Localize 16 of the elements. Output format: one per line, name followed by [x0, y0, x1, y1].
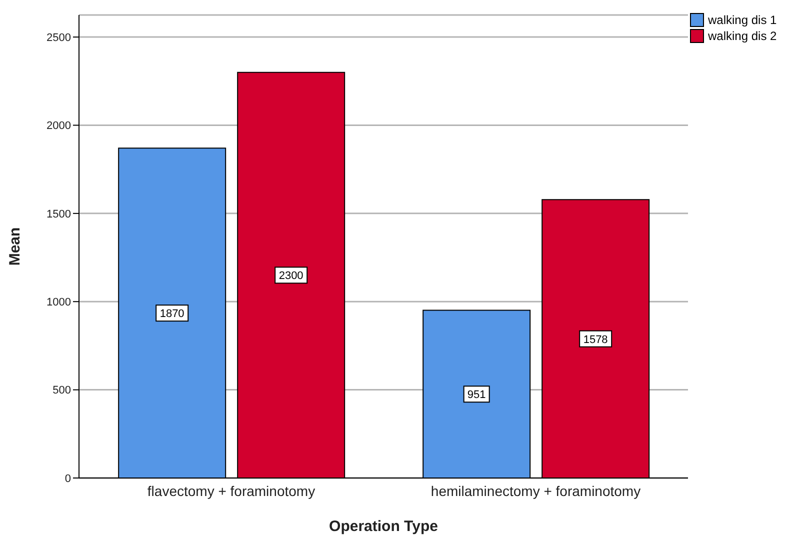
data-label: 2300: [278, 270, 304, 282]
y-tick-label: 1500: [46, 208, 71, 220]
y-tick-label: 2500: [46, 32, 71, 44]
y-tick-label: 2000: [46, 120, 71, 132]
x-tick-label: hemilaminectomy + foraminotomy: [430, 482, 641, 499]
data-label: 1870: [160, 308, 184, 320]
data-label: 951: [467, 389, 486, 402]
data-label: 1578: [583, 334, 608, 346]
y-tick-label: 0: [64, 472, 71, 485]
y-tick-label: 1000: [46, 296, 71, 309]
y-axis-title: Mean: [6, 227, 24, 266]
legend-label: walking dis 2: [708, 29, 777, 43]
x-tick-label: flavectomy + foraminotomy: [147, 482, 316, 499]
legend-label: walking dis 1: [708, 13, 777, 27]
y-tick-label: 500: [52, 384, 71, 397]
x-axis-title: Operation Type: [329, 518, 438, 535]
